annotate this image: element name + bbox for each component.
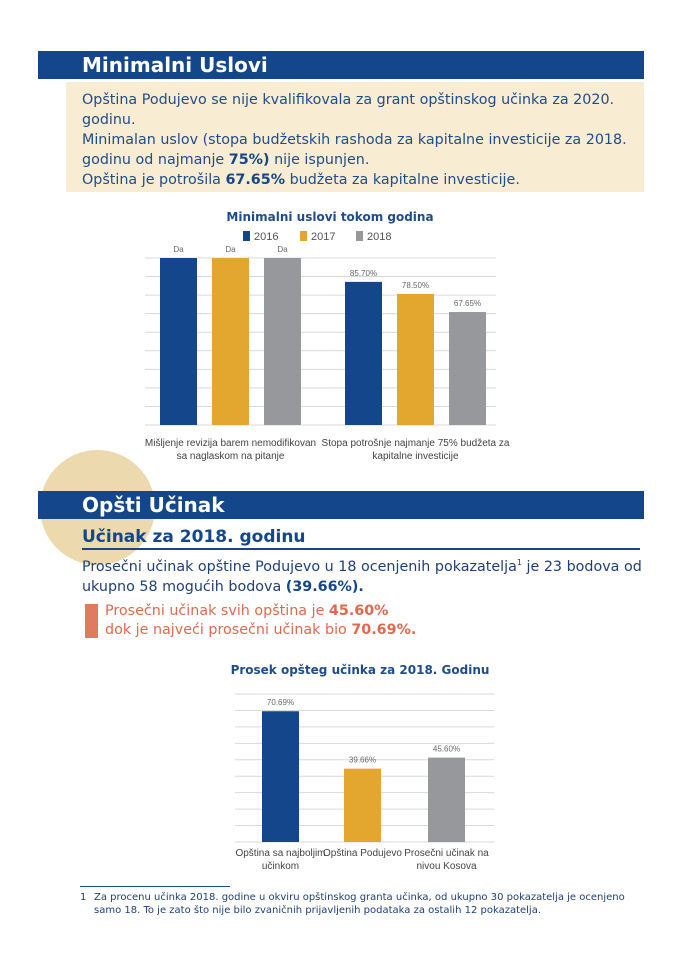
subsection-title: Učinak za 2018. godinu — [82, 527, 640, 550]
summary-line-2: Minimalan uslov (stopa budžetskih rashod… — [82, 132, 627, 168]
chart2-title: Prosek opšteg učinka za 2018. Godinu — [230, 663, 490, 677]
data-label: Da — [277, 245, 288, 254]
section-banner-general-performance: Opšti Učinak — [38, 491, 644, 519]
legend-swatch-2018 — [356, 231, 363, 241]
data-label: 70.69% — [267, 698, 294, 707]
chart1-title: Minimalni uslovi tokom godina — [226, 210, 434, 224]
footnote-number: 1 — [80, 892, 87, 903]
highlight-text: Prosečni učinak svih opština je 45.60% d… — [105, 603, 417, 638]
chart-average-performance: 70.69% Opština sa najboljim učinkom 39.66% O… — [235, 693, 494, 872]
footnote: 1 Za procenu učinka 2018. godine u okvir… — [80, 891, 650, 917]
data-label: 85.70% — [350, 269, 377, 278]
chart-minimal-conditions: 2016 2017 2018 Da Da Da Mišljenje revizija bar… — [145, 231, 510, 462]
category-label: Stopa potrošnje najmanje 75% budžeta za — [322, 438, 510, 449]
section-title: Opšti Učinak — [82, 493, 225, 517]
legend-swatch-2016 — [243, 231, 250, 241]
category-label: Opština Podujevo — [323, 848, 402, 859]
highlight-marker — [85, 604, 98, 638]
bar-2016-0 — [160, 258, 197, 425]
data-label: 39.66% — [349, 756, 376, 765]
section-title: Minimalni Uslovi — [82, 53, 268, 77]
category-label: nivou Kosova — [416, 861, 476, 872]
bar-1 — [344, 768, 381, 842]
summary-box: Opština Podujevo se nije kvalifikovala z… — [66, 82, 644, 192]
summary-line-1: Opština Podujevo se nije kvalifikovala z… — [82, 92, 615, 128]
data-label: Da — [225, 245, 236, 254]
category-label: kapitalne investicije — [372, 451, 459, 462]
summary-line-3: Opština je potrošila 67.65% budžeta za k… — [82, 172, 520, 188]
bar-0 — [262, 711, 299, 842]
bar-2018-0 — [264, 258, 301, 425]
data-label: 67.65% — [454, 299, 481, 308]
bar-2017-0 — [212, 258, 249, 425]
legend-label-2018: 2018 — [367, 231, 391, 243]
legend-swatch-2017 — [300, 231, 307, 241]
bar-2017-1 — [397, 293, 434, 425]
bar-2016-1 — [345, 281, 382, 425]
data-label: 45.60% — [433, 745, 460, 754]
category-label: Mišljenje revizija barem nemodifikovan — [145, 438, 316, 449]
performance-paragraph: Prosečni učinak opštine Podujevo u 18 oc… — [82, 558, 642, 595]
category-label: sa naglaskom na pitanje — [177, 451, 285, 462]
category-label: učinkom — [262, 861, 299, 872]
data-label: Da — [173, 245, 184, 254]
bar-2018-1 — [449, 312, 486, 425]
footnote-divider — [80, 886, 230, 887]
legend-label-2016: 2016 — [254, 231, 278, 243]
category-label: Opština sa najboljim — [235, 848, 325, 859]
bar-2 — [428, 757, 465, 842]
category-label: Prosečni učinak na — [404, 848, 489, 859]
section-banner-minimal-conditions: Minimalni Uslovi — [38, 51, 644, 79]
legend-label-2017: 2017 — [311, 231, 335, 243]
data-label: 78.50% — [402, 281, 429, 290]
footnote-text: Za procenu učinka 2018. godine u okviru … — [94, 892, 625, 916]
